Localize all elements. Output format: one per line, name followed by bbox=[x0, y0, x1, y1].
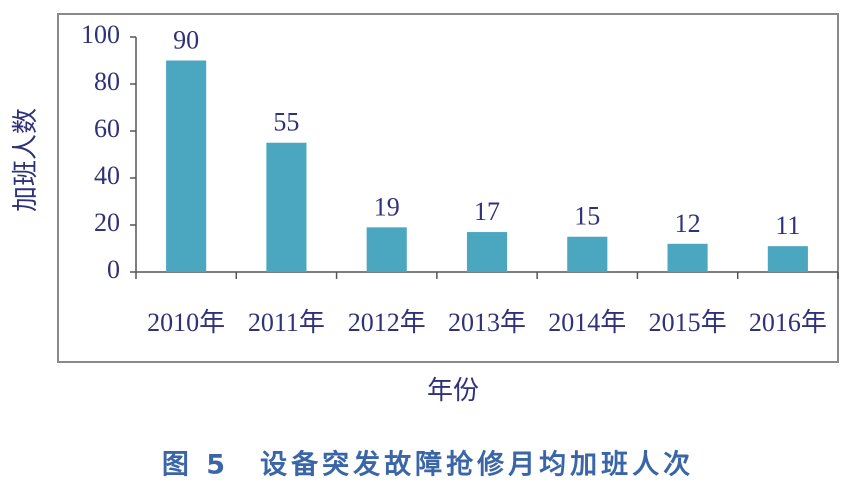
bar bbox=[366, 227, 407, 272]
x-axis-title: 年份 bbox=[427, 376, 479, 405]
data-label: 15 bbox=[574, 202, 600, 231]
y-tick-label: 40 bbox=[94, 161, 120, 190]
data-label: 17 bbox=[474, 197, 500, 226]
data-label: 11 bbox=[775, 211, 800, 240]
x-tick-label: 2012年 bbox=[348, 308, 426, 337]
bar bbox=[266, 142, 307, 272]
bar bbox=[166, 60, 207, 272]
bar bbox=[667, 243, 708, 272]
x-tick-label: 2013年 bbox=[448, 308, 526, 337]
y-tick-label: 20 bbox=[94, 208, 120, 237]
x-tick-label: 2016年 bbox=[749, 308, 827, 337]
y-tick-label: 60 bbox=[94, 114, 120, 143]
y-tick-label: 80 bbox=[94, 67, 120, 96]
y-tick-label: 0 bbox=[107, 255, 120, 284]
y-tick-label: 100 bbox=[81, 20, 120, 49]
x-tick-label: 2011年 bbox=[248, 308, 325, 337]
data-label: 90 bbox=[173, 25, 199, 54]
bar bbox=[767, 246, 808, 272]
bar bbox=[567, 236, 608, 272]
y-axis-title: 加班人数 bbox=[11, 108, 40, 212]
x-tick-label: 2010年 bbox=[147, 308, 225, 337]
caption: 图 5 设备突发故障抢修月均加班人次 bbox=[162, 449, 694, 481]
bar bbox=[466, 232, 508, 272]
data-label: 19 bbox=[374, 192, 400, 221]
data-label: 55 bbox=[273, 108, 299, 137]
data-label: 12 bbox=[675, 209, 701, 238]
x-tick-label: 2015年 bbox=[649, 308, 727, 337]
x-tick-label: 2014年 bbox=[548, 308, 626, 337]
